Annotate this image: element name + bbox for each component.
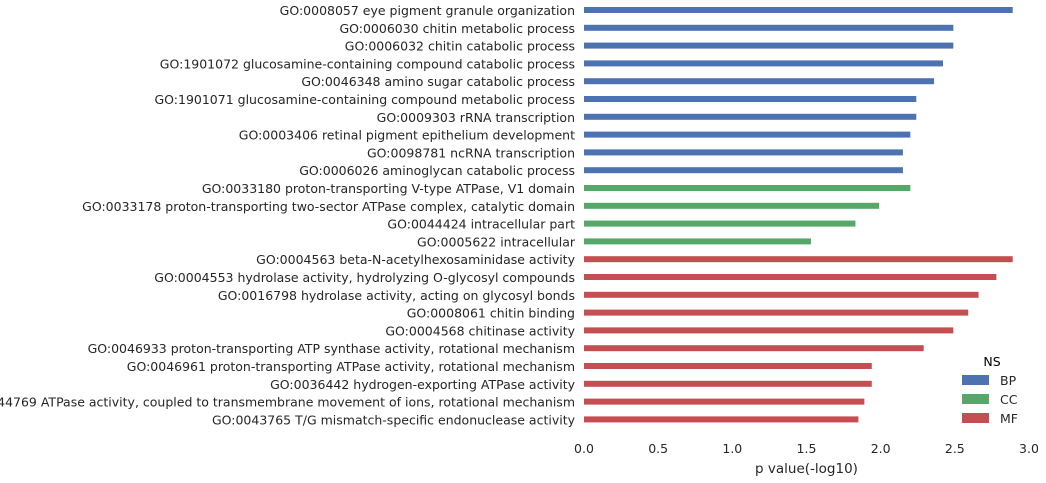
category-label: GO:0006032 chitin catabolic process — [345, 39, 575, 54]
bar-bp — [584, 167, 903, 174]
bar-cc — [584, 238, 811, 245]
category-label: GO:1901072 glucosamine-containing compou… — [160, 56, 575, 71]
category-label: GO:0043765 T/G mismatch-specific endonuc… — [212, 412, 576, 427]
legend-label-bp: BP — [1000, 373, 1017, 388]
legend-swatch-bp — [962, 375, 989, 385]
category-label: GO:0098781 ncRNA transcription — [367, 145, 575, 160]
bar-bp — [584, 96, 917, 102]
legend-title: NS — [983, 354, 1000, 369]
bar-mf — [584, 380, 872, 387]
category-label: GO:0008061 chitin binding — [407, 306, 575, 321]
x-tick-label: 3.0 — [1019, 441, 1039, 456]
x-tick-label: 0.0 — [574, 441, 594, 456]
x-tick-label: 0.5 — [648, 441, 668, 456]
bar-bp — [584, 131, 911, 138]
bar-mf — [584, 363, 872, 369]
legend: NS BP CC MF — [962, 354, 1018, 426]
bar-bp — [584, 78, 935, 85]
category-label: GO:0036442 hydrogen-exporting ATPase act… — [270, 377, 575, 392]
category-labels: GO:0008057 eye pigment granule organizat… — [0, 3, 576, 427]
category-label: GO:0006030 chitin metabolic process — [339, 21, 575, 36]
category-label: GO:0046348 amino sugar catabolic process — [301, 74, 575, 89]
bar-cc — [584, 185, 911, 191]
bar-bp — [584, 149, 903, 156]
legend-label-mf: MF — [1000, 411, 1018, 426]
bar-mf — [584, 256, 1013, 263]
x-tick-label: 1.0 — [722, 441, 742, 456]
bar-bp — [584, 24, 954, 31]
category-label: GO:0008057 eye pigment granule organizat… — [280, 3, 575, 18]
bar-mf — [584, 416, 859, 423]
x-tick-label: 2.5 — [945, 441, 965, 456]
bar-mf — [584, 309, 969, 316]
category-label: GO:0004563 beta-N-acetylhexosaminidase a… — [256, 252, 575, 267]
x-axis-ticks: 0.0 0.5 1.0 1.5 2.0 2.5 3.0 — [574, 441, 1039, 456]
x-tick-label: 2.0 — [871, 441, 891, 456]
category-label: GO:0046961 proton-transporting ATPase ac… — [127, 359, 575, 374]
bar-bp — [584, 42, 954, 49]
bar-group — [584, 7, 1013, 423]
bar-cc — [584, 202, 880, 209]
category-label: GO:0033180 proton-transporting V-type AT… — [202, 181, 575, 196]
legend-entries: BP CC MF — [962, 373, 1018, 426]
category-label: GO:0033178 proton-transporting two-secto… — [82, 199, 575, 214]
bar-bp — [584, 60, 943, 67]
category-label: GO:0006026 aminoglycan catabolic process — [299, 163, 575, 178]
bar-mf — [584, 274, 997, 280]
category-label: GO:0009303 rRNA transcription — [377, 110, 575, 125]
x-axis-label: p value(-log10) — [755, 461, 858, 477]
bar-mf — [584, 345, 924, 352]
x-tick-label: 1.5 — [797, 441, 817, 456]
bar-bp — [584, 7, 1013, 13]
legend-swatch-mf — [962, 413, 989, 423]
category-label: GO:0016798 hydrolase activity, acting on… — [218, 288, 575, 303]
bar-mf — [584, 291, 979, 298]
category-label: GO:0005622 intracellular — [417, 234, 576, 249]
bar-mf — [584, 327, 954, 334]
category-label: GO:0046933 proton-transporting ATP synth… — [88, 341, 575, 356]
category-label: GO:0044769 ATPase activity, coupled to t… — [0, 395, 575, 410]
bar-mf — [584, 398, 865, 405]
category-label: GO:0044424 intracellular part — [387, 217, 575, 232]
category-label: GO:0004553 hydrolase activity, hydrolyzi… — [154, 270, 575, 285]
bar-bp — [584, 113, 917, 120]
category-label: GO:1901071 glucosamine-containing compou… — [154, 92, 575, 107]
category-label: GO:0004568 chitinase activity — [385, 323, 575, 338]
legend-label-cc: CC — [1000, 392, 1018, 407]
bar-cc — [584, 220, 856, 227]
category-label: GO:0003406 retinal pigment epithelium de… — [239, 128, 575, 143]
legend-swatch-cc — [962, 394, 989, 404]
